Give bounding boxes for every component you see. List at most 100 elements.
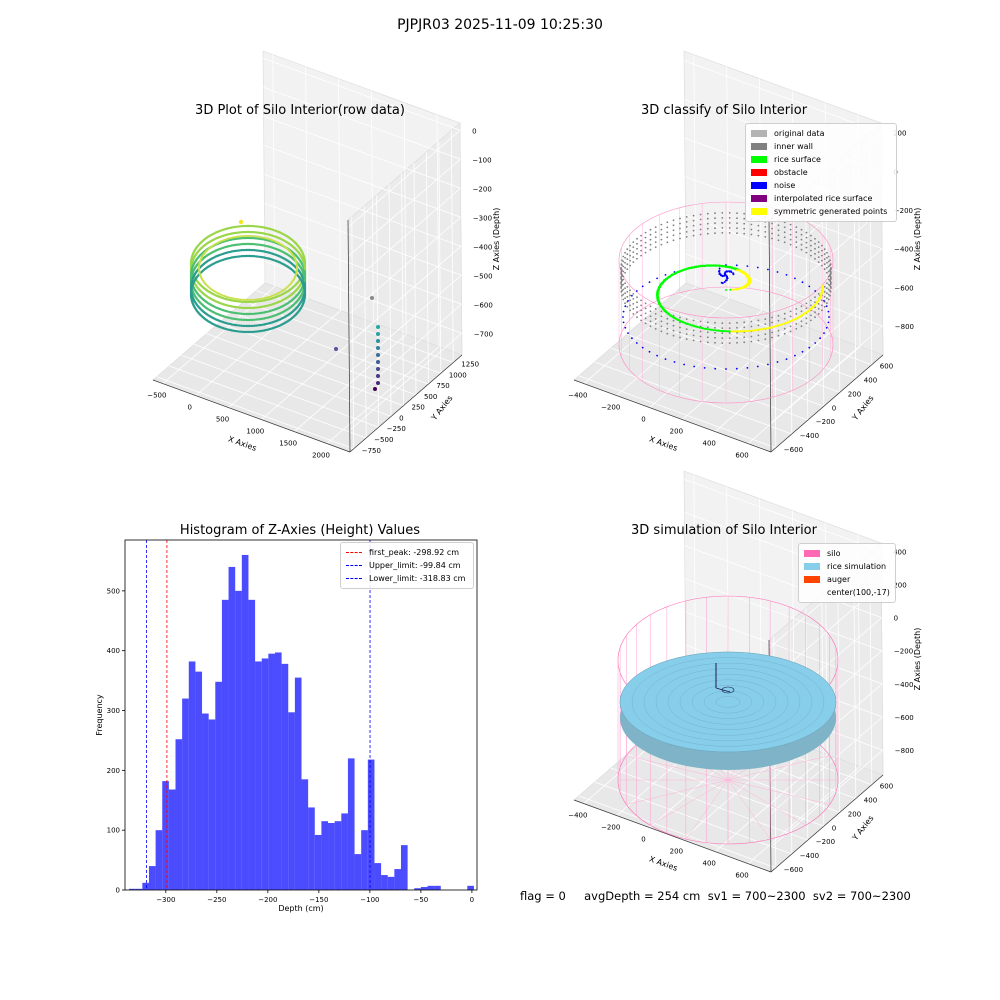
surface-point — [661, 305, 663, 308]
data-point — [246, 298, 250, 302]
wall-point — [777, 229, 780, 232]
wall-point — [692, 319, 695, 322]
x-tick-label: −100 — [360, 896, 379, 904]
wall-point — [750, 335, 753, 338]
histogram-bar — [354, 854, 362, 890]
silo-wire — [727, 779, 806, 826]
wall-point — [626, 268, 629, 271]
z-tick-label: 200 — [893, 130, 906, 138]
surface-point — [697, 265, 699, 268]
grid-line — [837, 580, 841, 813]
wall-point — [771, 222, 773, 225]
wall-point — [800, 248, 803, 251]
data-point — [250, 324, 253, 328]
wall-point — [622, 265, 625, 268]
surface-point — [821, 288, 823, 291]
grid-line — [626, 333, 824, 407]
wall-point — [620, 290, 623, 293]
histogram-bar — [208, 719, 216, 890]
data-point — [248, 248, 251, 252]
wall-point — [826, 251, 828, 254]
wall-point — [699, 340, 702, 343]
histogram-bar — [361, 830, 368, 890]
legend-swatch — [346, 578, 362, 579]
grid-line — [578, 375, 776, 449]
surface-point — [755, 329, 758, 331]
wall-point — [783, 317, 786, 320]
noise-point — [823, 332, 825, 334]
legend-entry: silo — [804, 547, 890, 560]
data-point — [303, 279, 307, 283]
surface-point — [792, 318, 795, 321]
noise-point — [735, 367, 738, 370]
noise-point — [627, 300, 629, 302]
wall-point — [728, 217, 731, 219]
z-tick-label: −200 — [894, 207, 913, 215]
wall-point — [817, 246, 820, 249]
data-point — [224, 238, 227, 241]
data-point — [228, 237, 231, 240]
y-tick-label: 300 — [107, 707, 120, 715]
histogram-bar — [202, 713, 209, 890]
surface-point — [694, 266, 697, 269]
wall-point — [714, 217, 716, 220]
grid-line — [769, 209, 883, 308]
noise-point — [631, 337, 633, 340]
wall-point — [660, 325, 663, 328]
legend-swatch — [804, 550, 820, 557]
noise-point — [641, 285, 644, 288]
histogram-bar — [195, 671, 203, 890]
data-point — [245, 300, 248, 304]
x-tick-label: 0 — [470, 896, 474, 904]
x-axis-label: X Axies — [648, 854, 679, 873]
noise-point — [725, 276, 728, 279]
wall-point — [666, 231, 669, 234]
wall-point — [649, 310, 652, 313]
wall-point — [814, 316, 816, 319]
y-tick-label: 0 — [399, 414, 403, 422]
surface-point — [662, 282, 664, 284]
grid-line — [684, 578, 883, 652]
wall-point — [622, 288, 625, 291]
wall-point — [624, 251, 626, 254]
data-point — [260, 297, 263, 300]
silo-wire — [685, 779, 729, 840]
surface-point — [783, 322, 786, 325]
wall-point — [736, 217, 738, 220]
x-tick-label: 500 — [216, 416, 229, 424]
histogram-bar — [400, 845, 408, 890]
wall-point — [714, 336, 716, 339]
wall-point — [636, 247, 638, 250]
x-tick-label: 0 — [641, 836, 645, 844]
x-tick-label: −400 — [568, 812, 587, 820]
wall-point — [823, 285, 826, 288]
data-point — [231, 236, 234, 239]
noise-point — [825, 326, 828, 329]
rice-mesh — [691, 685, 765, 719]
histogram-plot: −300 −250 −200 −150 −100 −50 0 0 100 200 300 400 500… — [95, 539, 478, 913]
rice-mesh — [619, 651, 837, 753]
data-point — [267, 237, 270, 240]
wall-point — [624, 266, 626, 269]
wall-point — [814, 237, 816, 240]
wall-point — [743, 227, 746, 230]
data-point — [376, 353, 380, 357]
surface-point — [674, 273, 677, 275]
wall-point — [821, 259, 823, 262]
data-point — [241, 235, 244, 238]
data-point — [224, 295, 227, 298]
wall-point — [654, 313, 657, 315]
data-point — [245, 312, 248, 316]
data-point — [250, 298, 253, 301]
wall-point — [621, 269, 623, 272]
wall-point — [795, 246, 798, 249]
surface-point — [738, 270, 741, 273]
data-point — [263, 236, 267, 240]
x-tick-label: −200 — [601, 404, 620, 412]
surface-point — [706, 328, 708, 330]
wall-point — [771, 227, 773, 230]
data-point — [237, 235, 240, 238]
wall-point — [721, 332, 724, 334]
wall-point — [777, 319, 780, 322]
wall-point — [685, 328, 688, 330]
